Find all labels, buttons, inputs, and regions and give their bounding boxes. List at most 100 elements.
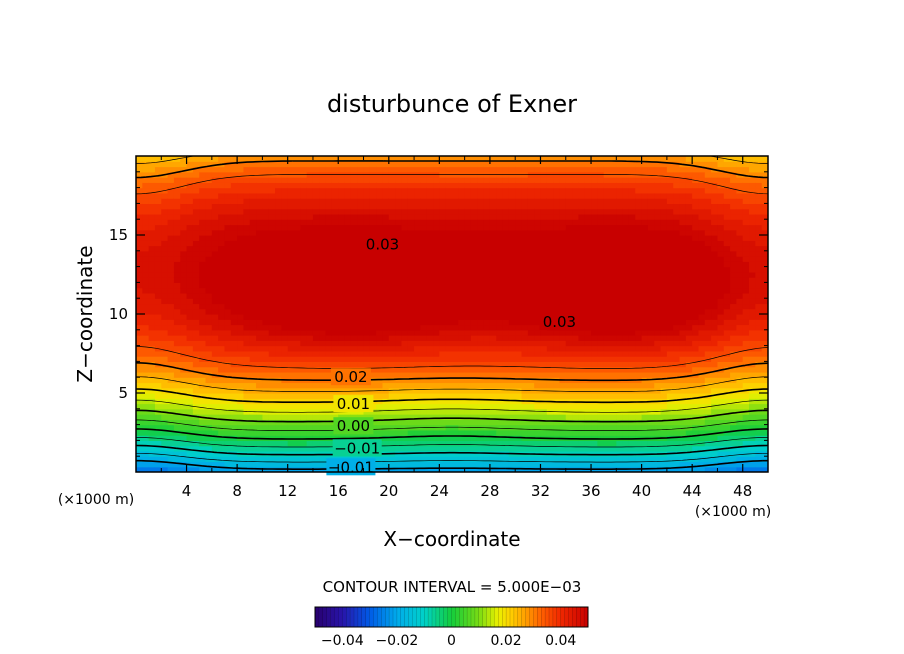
contour-fill-cell [534,319,542,326]
contour-fill-cell [136,450,143,457]
contour-fill-cell [211,240,219,247]
contour-fill-cell [452,208,459,215]
contour-fill-cell [287,303,295,310]
contour-fill-cell [338,250,346,257]
contour-fill-cell [635,366,643,373]
contour-fill-cell [420,308,428,315]
contour-fill-cell [515,382,523,389]
contour-fill-cell [515,303,523,310]
contour-fill-cell [325,208,333,215]
contour-fill-cell [319,356,327,362]
contour-fill-cell [565,282,573,289]
contour-fill-cell [338,192,346,199]
contour-fill-cell [256,329,263,336]
contour-fill-cell [597,350,605,357]
contour-fill-cell [647,314,655,320]
contour-fill-cell [224,266,232,273]
contour-fill-cell [249,308,257,315]
contour-fill-cell [489,235,497,241]
contour-fill-cell [186,403,194,410]
contour-fill-cell [319,403,327,410]
contour-fill-cell [237,166,245,173]
contour-fill-cell [597,435,605,441]
contour-fill-cell [275,398,282,405]
contour-fill-cell [192,219,200,226]
contour-fill-cell [407,256,415,262]
contour-fill-cell [597,456,605,463]
contour-fill-cell [237,235,245,241]
contour-fill-cell [647,224,655,231]
contour-fill-cell [502,203,510,210]
contour-fill-cell [445,445,453,452]
contour-fill-cell [142,266,150,273]
contour-fill-cell [572,271,579,278]
contour-fill-cell [344,161,352,168]
contour-fill-cell [312,314,320,320]
contour-fill-cell [136,424,143,431]
contour-fill-cell [230,356,238,362]
contour-fill-cell [180,298,188,305]
contour-fill-cell [249,314,257,320]
contour-fill-cell [502,219,510,226]
contour-fill-cell [287,345,295,352]
contour-fill-cell [199,229,207,236]
contour-fill-cell [243,240,251,247]
contour-fill-cell [230,245,238,252]
contour-fill-cell [565,208,573,215]
contour-fill-cell [167,213,175,220]
contour-fill-cell [616,350,624,357]
contour-fill-cell [319,198,327,204]
contour-fill-cell [426,466,434,472]
contour-fill-cell [527,256,535,262]
contour-fill-cell [395,256,403,262]
contour-fill-cell [546,456,554,463]
contour-fill-cell [515,192,523,199]
contour-fill-cell [338,224,346,231]
contour-fill-cell [483,245,491,252]
contour-fill-cell [142,229,150,236]
contour-fill-cell [173,303,181,310]
contour-fill-cell [521,319,529,326]
contour-fill-cell [407,403,415,410]
contour-fill-cell [433,219,440,226]
contour-fill-cell [521,414,529,420]
contour-fill-cell [439,235,447,241]
contour-fill-cell [578,245,586,252]
contour-fill-cell [584,240,592,247]
contour-fill-cell [325,345,333,352]
contour-fill-cell [294,292,301,299]
contour-fill-cell [439,161,447,168]
contour-fill-cell [205,245,213,252]
contour-fill-cell [635,161,643,168]
contour-fill-cell [527,382,535,389]
contour-fill-cell [275,329,282,336]
contour-fill-cell [470,266,478,273]
contour-fill-cell [287,203,295,210]
contour-fill-cell [483,324,491,331]
contour-fill-cell [414,156,421,162]
contour-fill-cell [312,166,320,173]
contour-fill-cell [458,371,466,378]
contour-fill-cell [660,408,668,415]
contour-fill-cell [445,466,453,472]
contour-fill-cell [527,345,535,352]
contour-fill-cell [502,424,510,431]
contour-fill-cell [610,435,617,441]
contour-fill-cell [205,303,213,310]
contour-fill-cell [199,177,207,183]
contour-fill-cell [426,177,434,183]
contour-fill-cell [496,387,504,394]
contour-fill-cell [635,182,643,189]
contour-fill-cell [180,271,188,278]
contour-fill-cell [395,177,403,183]
contour-fill-cell [281,329,289,336]
contour-fill-cell [319,461,327,468]
contour-fill-cell [597,329,605,336]
contour-fill-cell [376,250,384,257]
contour-fill-cell [452,345,459,352]
contour-fill-cell [287,266,295,273]
contour-fill-cell [591,429,598,436]
contour-fill-cell [489,282,497,289]
contour-fill-cell [262,366,270,373]
contour-fill-cell [205,377,213,384]
